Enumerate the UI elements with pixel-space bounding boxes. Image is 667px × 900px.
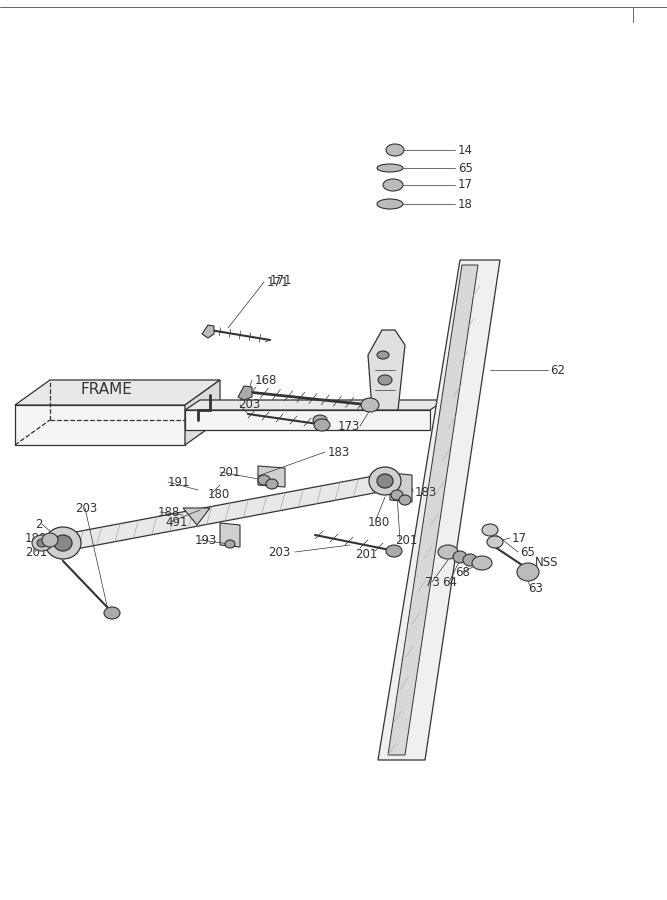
Text: 201: 201 [218, 465, 240, 479]
Ellipse shape [54, 535, 72, 551]
Ellipse shape [482, 524, 498, 536]
Text: 203: 203 [75, 501, 97, 515]
Text: 65: 65 [520, 545, 535, 559]
Text: 168: 168 [255, 374, 277, 386]
Text: 62: 62 [550, 364, 565, 376]
Ellipse shape [472, 556, 492, 570]
Polygon shape [15, 405, 185, 445]
Text: 173: 173 [338, 419, 360, 433]
Ellipse shape [313, 415, 327, 425]
Polygon shape [185, 380, 220, 445]
Text: NSS: NSS [535, 555, 558, 569]
Ellipse shape [361, 398, 379, 412]
Text: 193: 193 [195, 534, 217, 546]
Text: 201: 201 [25, 545, 47, 559]
Ellipse shape [225, 540, 235, 548]
Text: 203: 203 [238, 399, 260, 411]
Polygon shape [238, 386, 252, 400]
Ellipse shape [377, 474, 393, 488]
Text: 201: 201 [395, 534, 418, 546]
Polygon shape [15, 380, 220, 405]
Ellipse shape [487, 536, 503, 548]
Ellipse shape [42, 533, 58, 547]
Ellipse shape [32, 535, 52, 551]
Text: 17: 17 [458, 178, 473, 192]
Text: 2: 2 [35, 518, 43, 530]
Ellipse shape [37, 539, 47, 547]
Text: 68: 68 [455, 565, 470, 579]
Polygon shape [378, 260, 500, 760]
Ellipse shape [369, 467, 401, 495]
Polygon shape [368, 330, 405, 410]
Text: 180: 180 [208, 489, 230, 501]
Ellipse shape [104, 607, 120, 619]
Text: 73: 73 [425, 575, 440, 589]
Polygon shape [202, 325, 214, 338]
Polygon shape [390, 473, 412, 502]
Text: 64: 64 [442, 575, 457, 589]
Text: 180: 180 [368, 516, 390, 528]
Text: 65: 65 [458, 161, 473, 175]
Polygon shape [185, 400, 445, 410]
Text: 14: 14 [458, 143, 473, 157]
Ellipse shape [266, 479, 278, 489]
Text: 183: 183 [415, 485, 438, 499]
Polygon shape [185, 410, 430, 430]
Text: 18: 18 [458, 197, 473, 211]
Ellipse shape [386, 144, 404, 156]
Text: 188: 188 [158, 506, 180, 518]
Ellipse shape [383, 179, 403, 191]
Ellipse shape [399, 495, 411, 505]
Polygon shape [183, 508, 210, 525]
Ellipse shape [377, 351, 389, 359]
Polygon shape [60, 472, 395, 552]
Text: 180: 180 [25, 532, 47, 544]
Ellipse shape [377, 164, 403, 172]
Ellipse shape [45, 527, 81, 559]
Ellipse shape [378, 375, 392, 385]
Ellipse shape [438, 545, 458, 559]
Text: 491: 491 [165, 516, 187, 528]
Ellipse shape [517, 563, 539, 581]
Ellipse shape [258, 475, 270, 485]
Ellipse shape [391, 490, 403, 500]
Polygon shape [388, 265, 478, 755]
Ellipse shape [386, 545, 402, 557]
Text: 17: 17 [512, 532, 527, 544]
Polygon shape [258, 466, 285, 487]
Text: 201: 201 [355, 548, 378, 562]
Ellipse shape [377, 199, 403, 209]
Ellipse shape [463, 554, 477, 566]
Text: 203: 203 [268, 545, 290, 559]
Text: 63: 63 [528, 581, 543, 595]
Polygon shape [220, 523, 240, 547]
Text: FRAME: FRAME [80, 382, 132, 398]
Text: 171: 171 [270, 274, 293, 286]
Ellipse shape [314, 419, 330, 431]
Text: 183: 183 [328, 446, 350, 458]
Ellipse shape [453, 551, 467, 563]
Text: 171: 171 [267, 275, 289, 289]
Text: 191: 191 [168, 475, 191, 489]
